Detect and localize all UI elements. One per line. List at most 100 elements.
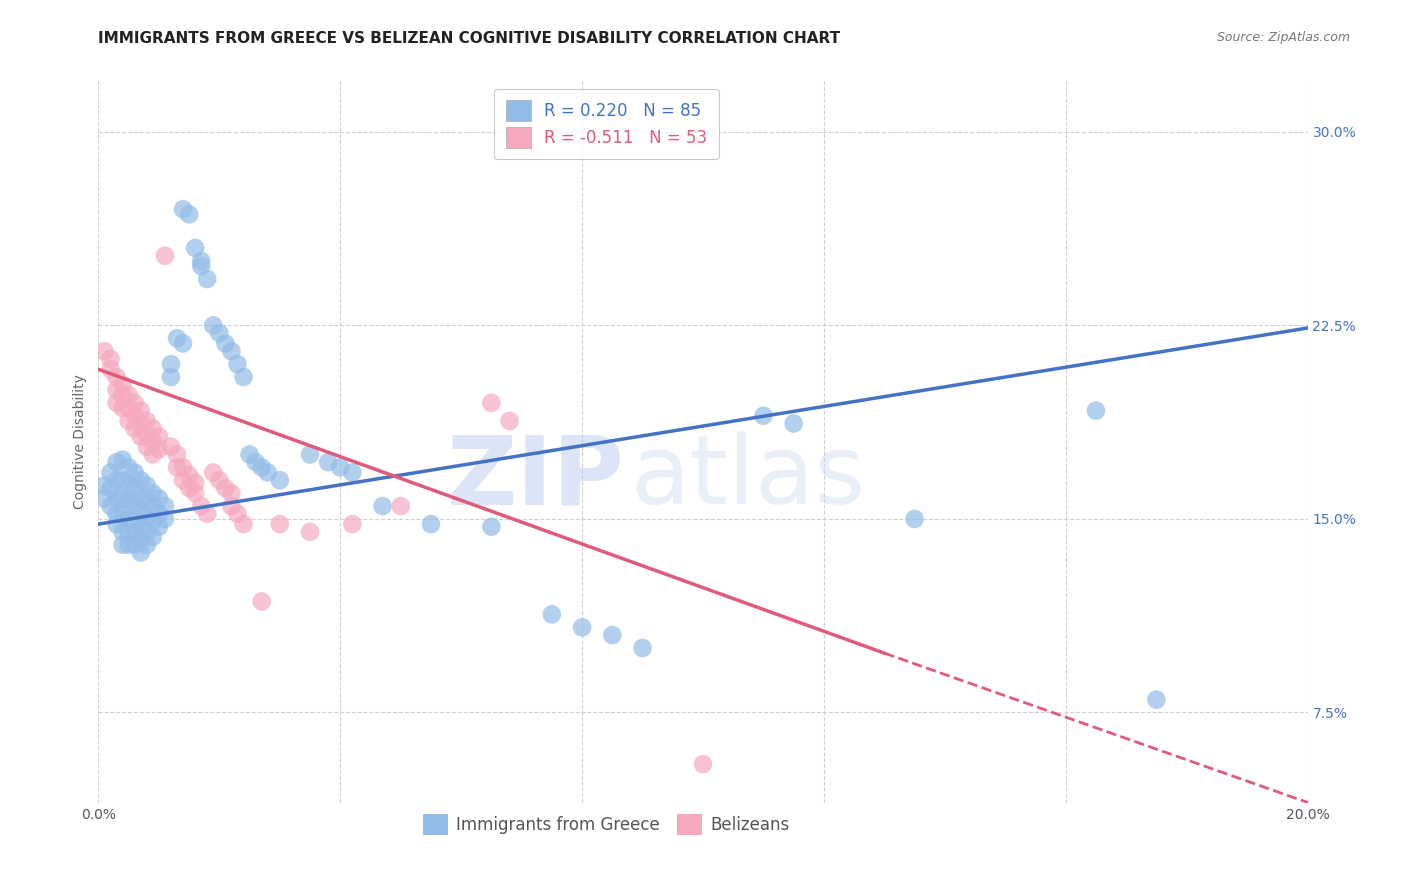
Point [129, 473, 152, 487]
Point [100, 499, 122, 513]
Point [166, 460, 188, 475]
Point [420, 517, 443, 532]
Point [135, 414, 157, 428]
Point [232, 517, 254, 532]
Point [208, 473, 231, 487]
Point [111, 452, 134, 467]
Point [153, 249, 176, 263]
Point [111, 401, 134, 415]
Point [93, 478, 115, 492]
Point [239, 447, 262, 461]
Point [148, 442, 170, 457]
Point [129, 504, 152, 518]
Point [111, 524, 134, 539]
Point [226, 507, 249, 521]
Point [142, 422, 165, 436]
Point [904, 512, 927, 526]
Point [342, 517, 364, 532]
Point [148, 507, 170, 521]
Point [129, 519, 152, 533]
Point [221, 344, 243, 359]
Point [105, 396, 128, 410]
Point [214, 481, 236, 495]
Point [190, 259, 212, 273]
Point [124, 422, 146, 436]
Point [124, 524, 146, 539]
Point [129, 533, 152, 547]
Point [93, 491, 115, 506]
Point [172, 460, 194, 475]
Point [184, 486, 207, 500]
Point [135, 426, 157, 441]
Point [111, 507, 134, 521]
Point [389, 499, 412, 513]
Point [135, 524, 157, 539]
Point [111, 388, 134, 402]
Point [100, 466, 122, 480]
Point [208, 326, 231, 340]
Point [160, 357, 183, 371]
Point [221, 486, 243, 500]
Point [179, 481, 201, 495]
Point [166, 447, 188, 461]
Point [481, 519, 503, 533]
Point [221, 499, 243, 513]
Point [111, 377, 134, 392]
Point [153, 512, 176, 526]
Point [190, 499, 212, 513]
Point [692, 757, 714, 772]
Point [118, 478, 141, 492]
Point [316, 455, 339, 469]
Point [153, 499, 176, 513]
Point [111, 491, 134, 506]
Point [481, 396, 503, 410]
Point [148, 429, 170, 443]
Point [111, 473, 134, 487]
Point [129, 429, 152, 443]
Point [129, 403, 152, 417]
Point [142, 515, 165, 529]
Point [129, 417, 152, 431]
Point [105, 473, 128, 487]
Point [142, 486, 165, 500]
Point [93, 344, 115, 359]
Legend: Immigrants from Greece, Belizeans: Immigrants from Greece, Belizeans [416, 808, 796, 841]
Point [105, 517, 128, 532]
Point [160, 440, 183, 454]
Point [232, 370, 254, 384]
Point [184, 241, 207, 255]
Point [124, 466, 146, 480]
Point [190, 253, 212, 268]
Point [226, 357, 249, 371]
Point [631, 640, 654, 655]
Point [371, 499, 394, 513]
Point [124, 396, 146, 410]
Point [105, 491, 128, 506]
Text: Source: ZipAtlas.com: Source: ZipAtlas.com [1216, 31, 1350, 45]
Point [571, 620, 593, 634]
Point [129, 545, 152, 559]
Point [148, 491, 170, 506]
Point [160, 370, 183, 384]
Point [172, 336, 194, 351]
Point [214, 336, 236, 351]
Point [124, 409, 146, 423]
Point [166, 331, 188, 345]
Point [118, 401, 141, 415]
Point [142, 447, 165, 461]
Point [118, 414, 141, 428]
Point [202, 466, 225, 480]
Point [118, 388, 141, 402]
Point [135, 440, 157, 454]
Text: IMMIGRANTS FROM GREECE VS BELIZEAN COGNITIVE DISABILITY CORRELATION CHART: IMMIGRANTS FROM GREECE VS BELIZEAN COGNI… [98, 31, 841, 46]
Point [195, 272, 218, 286]
Point [111, 538, 134, 552]
Point [118, 494, 141, 508]
Point [299, 524, 322, 539]
Point [329, 460, 352, 475]
Point [250, 460, 273, 475]
Point [124, 496, 146, 510]
Point [1085, 403, 1108, 417]
Point [783, 417, 806, 431]
Y-axis label: Cognitive Disability: Cognitive Disability [73, 374, 87, 509]
